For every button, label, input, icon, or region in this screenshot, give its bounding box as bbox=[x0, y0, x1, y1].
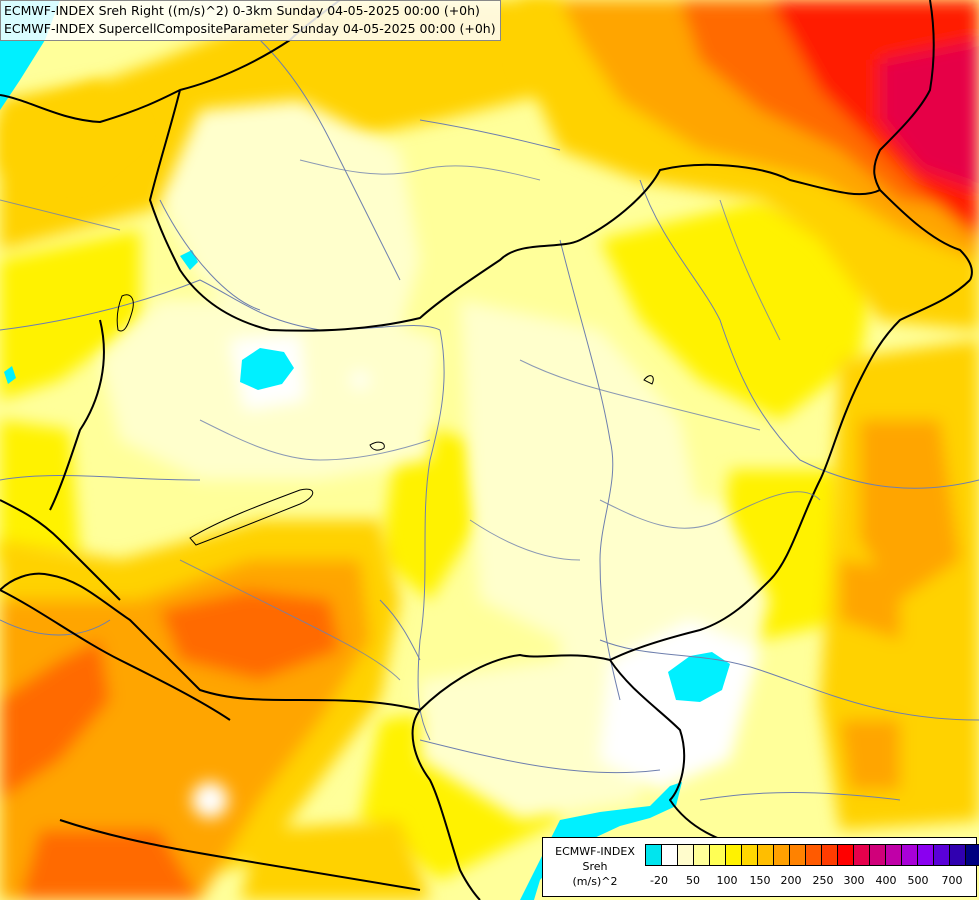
legend-tick-0: -20 bbox=[650, 874, 668, 887]
legend-swatch-18 bbox=[933, 844, 949, 866]
region-boundaries bbox=[0, 159, 821, 681]
legend-swatch-11 bbox=[821, 844, 837, 866]
map-title-line-1: ECMWF-INDEX Sreh Right ((m/s)^2) 0-3km S… bbox=[4, 3, 480, 18]
legend-swatch-12 bbox=[837, 844, 853, 866]
legend-tick-4: 200 bbox=[780, 874, 802, 887]
legend-title-source: ECMWF-INDEX bbox=[555, 845, 635, 858]
legend-swatch-19 bbox=[949, 844, 965, 866]
legend-swatch-8 bbox=[773, 844, 789, 866]
legend-tick-8: 500 bbox=[907, 874, 929, 887]
legend-tick-9: 700 bbox=[941, 874, 963, 887]
legend-tick-labels: -20 50 100 150 200 250 300 400 500 700 bbox=[645, 874, 975, 888]
rivers bbox=[0, 39, 979, 801]
legend-swatch-14 bbox=[869, 844, 885, 866]
color-legend: ECMWF-INDEX Sreh (m/s)^2 -20 50 100 150 200 2… bbox=[542, 837, 979, 897]
legend-swatch-3 bbox=[693, 844, 709, 866]
map-title-line-2: ECMWF-INDEX SupercellCompositeParameter … bbox=[4, 21, 496, 36]
legend-title-unit: (m/s)^2 bbox=[572, 875, 618, 888]
legend-swatch-0 bbox=[645, 844, 661, 866]
legend-swatch-13 bbox=[853, 844, 869, 866]
legend-swatch-16 bbox=[901, 844, 917, 866]
legend-swatch-5 bbox=[725, 844, 741, 866]
legend-tick-2: 100 bbox=[716, 874, 738, 887]
legend-swatch-7 bbox=[757, 844, 773, 866]
legend-swatch-1 bbox=[661, 844, 677, 866]
legend-color-bar bbox=[645, 844, 979, 866]
legend-tick-5: 250 bbox=[812, 874, 834, 887]
legend-swatch-4 bbox=[709, 844, 725, 866]
legend-swatch-15 bbox=[885, 844, 901, 866]
legend-tick-1: 50 bbox=[686, 874, 700, 887]
legend-tick-6: 300 bbox=[843, 874, 865, 887]
legend-swatch-20 bbox=[965, 844, 979, 866]
legend-swatch-17 bbox=[917, 844, 933, 866]
legend-swatch-6 bbox=[741, 844, 757, 866]
legend-title-parameter: Sreh bbox=[582, 860, 608, 873]
legend-title: ECMWF-INDEX Sreh (m/s)^2 bbox=[547, 844, 643, 889]
legend-swatch-9 bbox=[789, 844, 805, 866]
field-pale-zones bbox=[100, 100, 770, 820]
legend-swatch-10 bbox=[805, 844, 821, 866]
lakes bbox=[116, 294, 654, 546]
legend-tick-3: 150 bbox=[749, 874, 771, 887]
field-cyan-zones bbox=[0, 0, 730, 900]
map-title-box: ECMWF-INDEX Sreh Right ((m/s)^2) 0-3km S… bbox=[0, 0, 501, 41]
legend-swatch-2 bbox=[677, 844, 693, 866]
legend-tick-7: 400 bbox=[875, 874, 897, 887]
